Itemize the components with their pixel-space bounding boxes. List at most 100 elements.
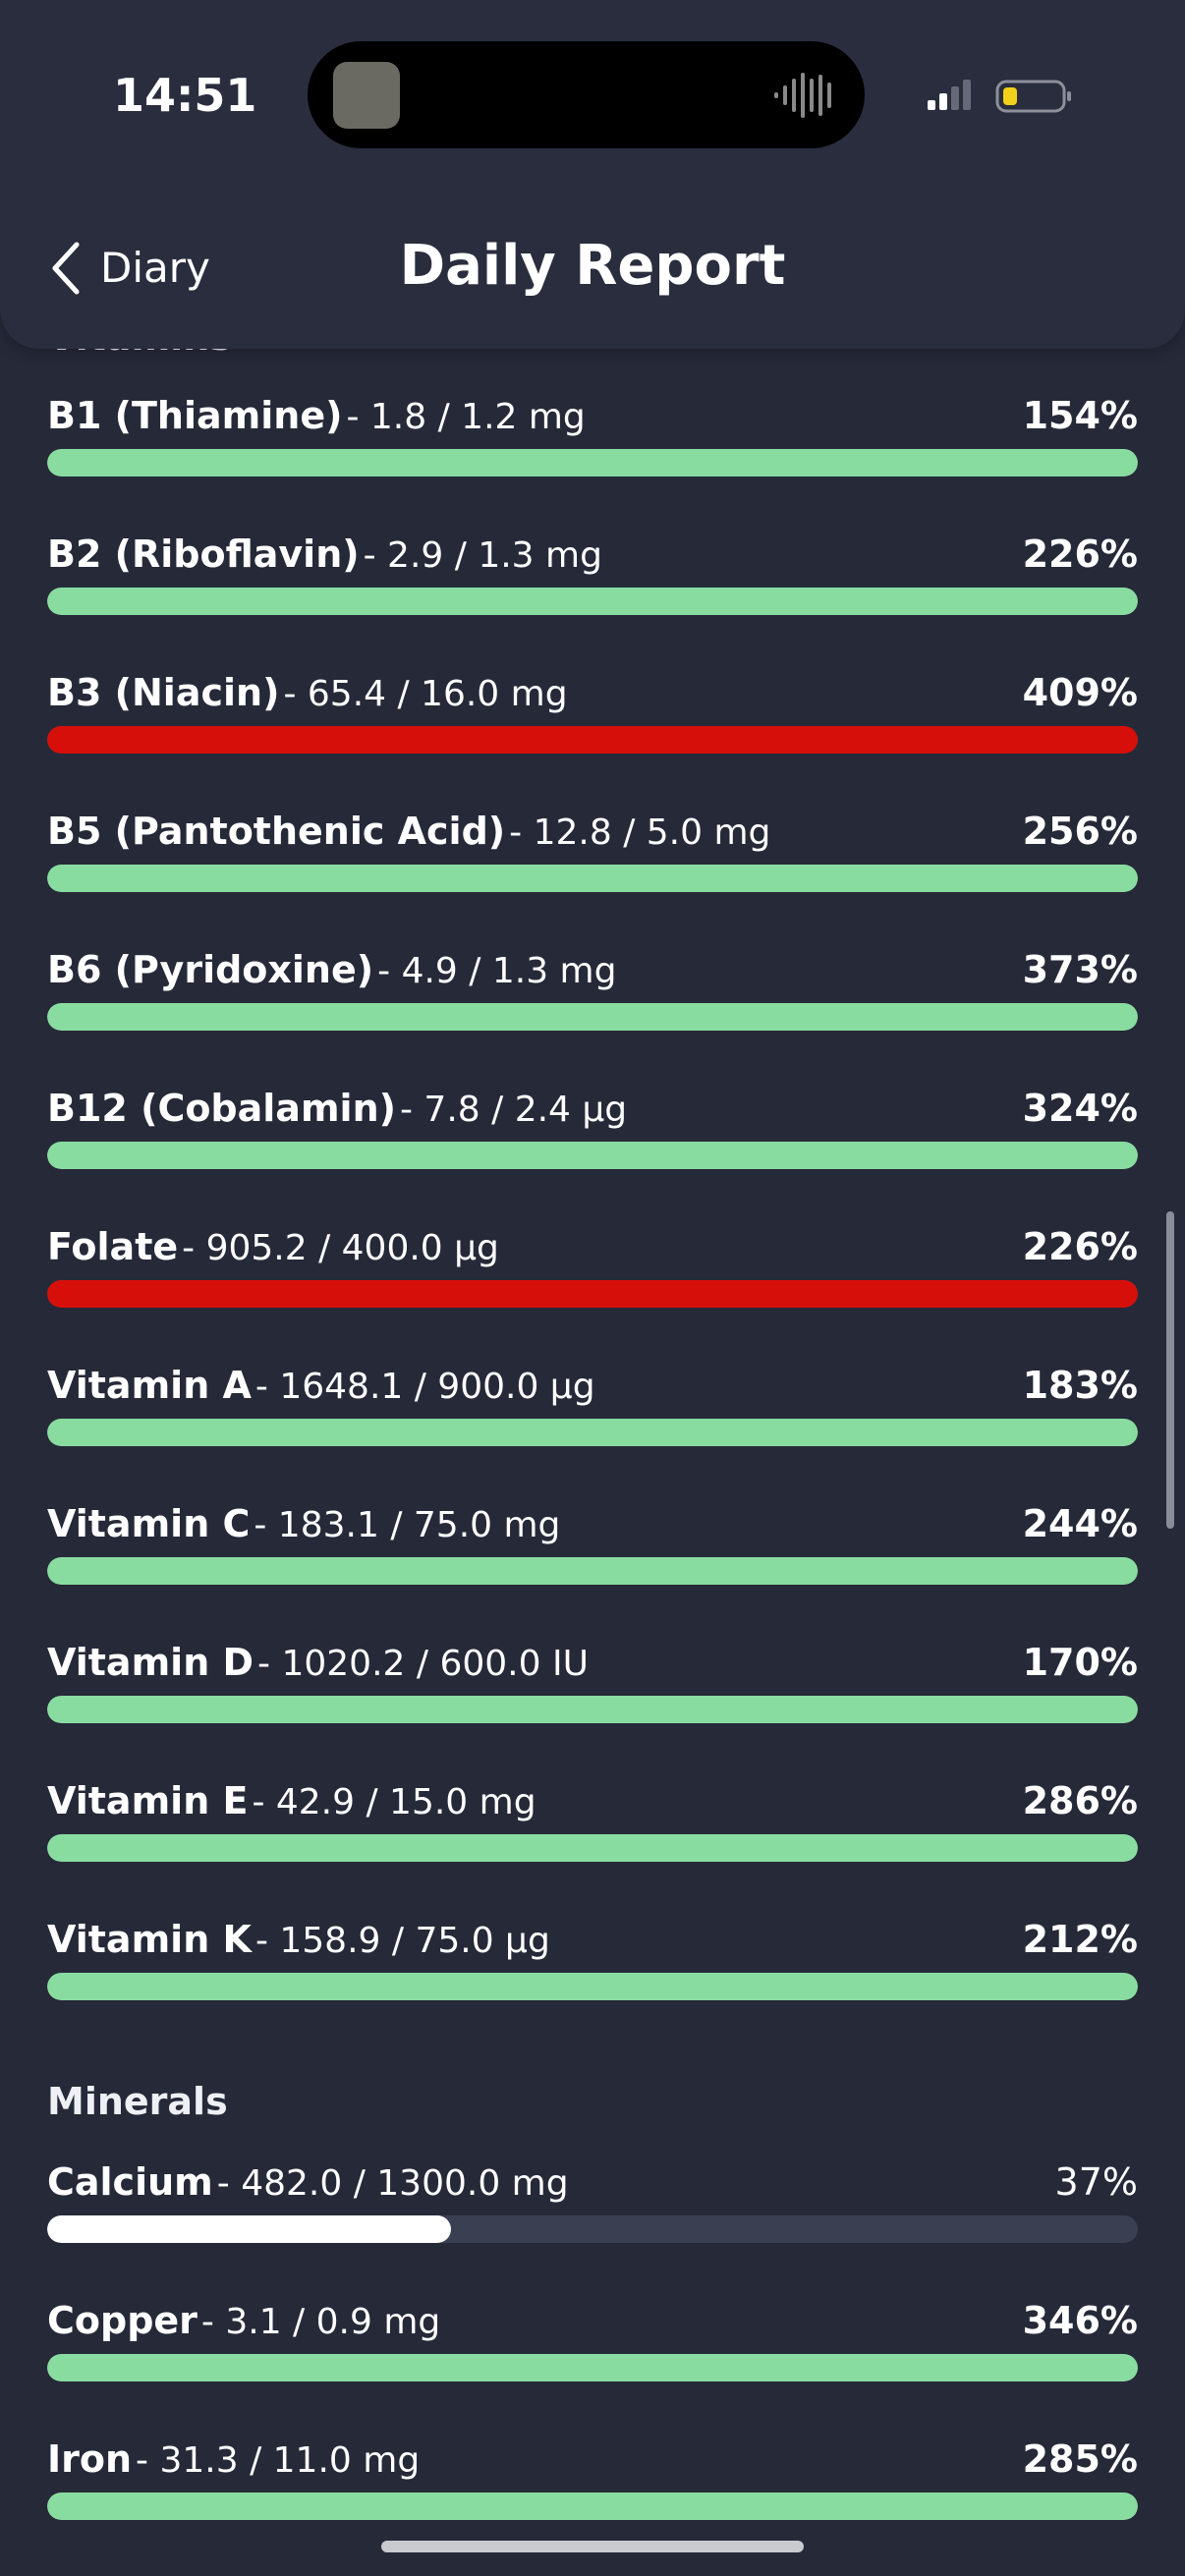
nutrient-label: B12 (Cobalamin) - 7.8 / 2.4 µg — [47, 1087, 627, 1130]
progress-fill — [47, 1003, 1138, 1031]
nutrient-detail: - 3.1 / 0.9 mg — [200, 2302, 441, 2342]
progress-track — [47, 1696, 1138, 1723]
nutrient-row: B12 (Cobalamin) - 7.8 / 2.4 µg 324% — [47, 1084, 1138, 1133]
progress-track — [47, 1419, 1138, 1446]
nutrient-name: B2 (Riboflavin) — [47, 532, 360, 576]
progress-track — [47, 1557, 1138, 1585]
nutrient-row: Calcium - 482.0 / 1300.0 mg 37% — [47, 2157, 1138, 2207]
progress-track — [47, 1003, 1138, 1031]
nutrient-detail: - 42.9 / 15.0 mg — [252, 1782, 536, 1822]
nutrient-row: B2 (Riboflavin) - 2.9 / 1.3 mg 226% — [47, 530, 1138, 579]
home-indicator — [381, 2541, 804, 2552]
nutrient-row: Vitamin A- 1648.1 / 900.0 µg 183% — [47, 1361, 1138, 1410]
progress-track — [47, 2492, 1138, 2520]
progress-fill — [47, 2354, 1138, 2381]
nutrient-row: B1 (Thiamine) - 1.8 / 1.2 mg 154% — [47, 391, 1138, 440]
nutrient-detail: - 31.3 / 11.0 mg — [136, 2440, 421, 2481]
nutrient-row: Copper - 3.1 / 0.9 mg 346% — [47, 2296, 1138, 2345]
back-button[interactable]: Diary — [100, 244, 210, 292]
nutrient-percent: 256% — [1022, 810, 1138, 853]
nutrient-name: B5 (Pantothenic Acid) — [47, 810, 506, 853]
nutrient-name: Vitamin E — [47, 1779, 249, 1822]
nutrient-name: B3 (Niacin) — [47, 671, 280, 714]
nutrient-label: Vitamin A- 1648.1 / 900.0 µg — [47, 1364, 595, 1407]
progress-fill — [47, 1973, 1138, 2000]
nutrient-percent: 154% — [1022, 394, 1138, 437]
time: 14:51 — [113, 69, 257, 122]
nutrient-detail: - 7.8 / 2.4 µg — [400, 1090, 628, 1130]
nutrient-name: Vitamin A — [47, 1364, 252, 1407]
nutrient-row: B5 (Pantothenic Acid) - 12.8 / 5.0 mg 256% — [47, 807, 1138, 856]
nutrient-label: B6 (Pyridoxine) - 4.9 / 1.3 mg — [47, 948, 616, 991]
nutrient-detail: - 183.1 / 75.0 mg — [254, 1505, 561, 1545]
progress-fill — [47, 1557, 1138, 1585]
nutrient-label: B5 (Pantothenic Acid) - 12.8 / 5.0 mg — [47, 810, 770, 853]
nutrient-percent: 37% — [1054, 2160, 1138, 2204]
progress-track — [47, 726, 1138, 754]
progress-track — [47, 1142, 1138, 1169]
nutrient-row: Folate - 905.2 / 400.0 µg 226% — [47, 1222, 1138, 1271]
dynamic-island — [308, 41, 865, 148]
nutrient-detail: - 1020.2 / 600.0 IU — [257, 1644, 589, 1684]
progress-fill — [47, 726, 1138, 754]
nutrient-name: Calcium — [47, 2160, 213, 2204]
nutrient-percent: 346% — [1022, 2299, 1138, 2342]
progress-track — [47, 588, 1138, 615]
progress-track — [47, 2354, 1138, 2381]
nutrient-row: B3 (Niacin) - 65.4 / 16.0 mg 409% — [47, 668, 1138, 717]
progress-fill — [47, 1280, 1138, 1308]
progress-fill — [47, 865, 1138, 892]
album-art — [333, 62, 400, 129]
progress-track — [47, 865, 1138, 892]
back-chevron[interactable] — [47, 241, 86, 296]
nutrient-name: Vitamin C — [47, 1502, 251, 1545]
nutrient-percent: 409% — [1022, 671, 1138, 714]
progress-fill — [47, 449, 1138, 476]
nutrient-name: Vitamin D — [47, 1641, 254, 1684]
nutrient-label: B2 (Riboflavin) - 2.9 / 1.3 mg — [47, 532, 602, 576]
nutrient-percent: 373% — [1022, 948, 1138, 991]
nutrient-percent: 226% — [1022, 1225, 1138, 1268]
nutrient-label: Calcium - 482.0 / 1300.0 mg — [47, 2160, 569, 2204]
nutrient-name: B6 (Pyridoxine) — [47, 948, 374, 991]
nutrient-percent: 212% — [1022, 1918, 1138, 1961]
nutrient-row: Vitamin K- 158.9 / 75.0 µg 212% — [47, 1915, 1138, 1964]
nutrient-label: B1 (Thiamine) - 1.8 / 1.2 mg — [47, 394, 586, 437]
nutrient-name: Vitamin K — [47, 1918, 252, 1961]
nutrient-detail: - 2.9 / 1.3 mg — [363, 535, 602, 576]
nutrient-detail: - 65.4 / 16.0 mg — [283, 674, 568, 714]
nutrient-row: B6 (Pyridoxine) - 4.9 / 1.3 mg 373% — [47, 945, 1138, 994]
nutrient-label: Folate - 905.2 / 400.0 µg — [47, 1225, 499, 1268]
nutrient-percent: 324% — [1022, 1087, 1138, 1130]
progress-fill — [47, 2215, 451, 2243]
nutrient-percent: 226% — [1022, 532, 1138, 576]
nutrient-row: Vitamin E- 42.9 / 15.0 mg 286% — [47, 1776, 1138, 1825]
nutrient-percent: 183% — [1022, 1364, 1138, 1407]
nutrient-detail: - 1648.1 / 900.0 µg — [254, 1367, 595, 1407]
progress-fill — [47, 1142, 1138, 1169]
nutrient-name: B12 (Cobalamin) — [47, 1087, 396, 1130]
nutrient-label: Copper - 3.1 / 0.9 mg — [47, 2299, 440, 2342]
nutrient-percent: 170% — [1022, 1641, 1138, 1684]
nutrient-label: B3 (Niacin) - 65.4 / 16.0 mg — [47, 671, 568, 714]
nutrient-row: Iron - 31.3 / 11.0 mg 285% — [47, 2435, 1138, 2484]
nutrient-detail: - 4.9 / 1.3 mg — [377, 951, 617, 991]
progress-fill — [47, 1834, 1138, 1862]
nutrient-label: Vitamin D- 1020.2 / 600.0 IU — [47, 1641, 589, 1684]
progress-track — [47, 1280, 1138, 1308]
nutrient-percent: 244% — [1022, 1502, 1138, 1545]
nutrient-label: Iron - 31.3 / 11.0 mg — [47, 2437, 420, 2481]
progress-track — [47, 1834, 1138, 1862]
nutrient-detail: - 482.0 / 1300.0 mg — [216, 2163, 569, 2204]
nutrient-label: Vitamin E- 42.9 / 15.0 mg — [47, 1779, 536, 1822]
nutrient-name: Iron — [47, 2437, 133, 2481]
progress-fill — [47, 1419, 1138, 1446]
progress-fill — [47, 1696, 1138, 1723]
nutrient-row: Vitamin C- 183.1 / 75.0 mg 244% — [47, 1499, 1138, 1548]
page-title: Daily Report — [399, 234, 786, 298]
status-icons — [928, 80, 1071, 113]
nutrient-detail: - 12.8 / 5.0 mg — [509, 812, 771, 853]
header: 14:51 Diary Daily Report — [0, 0, 1185, 349]
